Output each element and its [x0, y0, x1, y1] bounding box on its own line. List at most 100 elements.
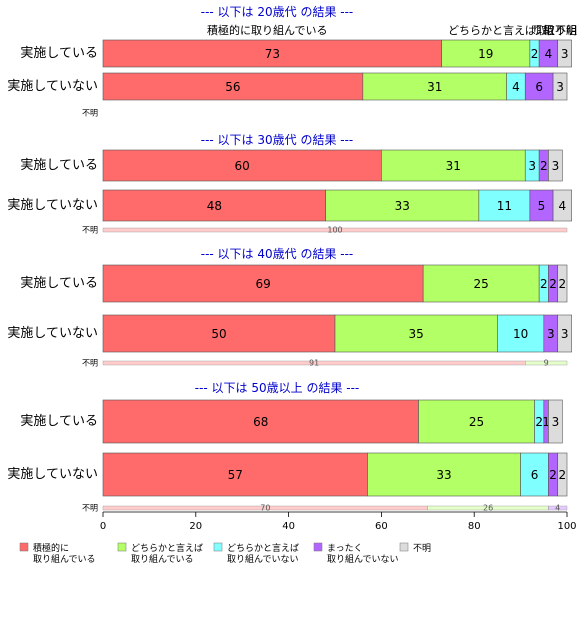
data-label: 33 — [436, 468, 451, 482]
data-label: 3 — [561, 327, 569, 341]
data-label: 19 — [478, 47, 493, 61]
unknown-data-label: 91 — [309, 359, 319, 368]
data-label: 6 — [535, 80, 543, 94]
unknown-data-label: 100 — [327, 226, 342, 235]
bar-segment — [418, 399, 535, 444]
data-label: 50 — [211, 327, 226, 341]
bar-segment — [334, 314, 498, 353]
legend-swatch — [399, 542, 409, 552]
unknown-data-label: 26 — [483, 504, 493, 513]
legend-label: 積極的に — [33, 542, 69, 554]
data-label: 68 — [253, 415, 268, 429]
bar-segment — [557, 39, 572, 68]
data-label: 2 — [559, 468, 567, 482]
data-label: 10 — [513, 327, 528, 341]
bar-segment — [102, 72, 364, 101]
row-label: 実施していない — [7, 466, 98, 482]
section-title: --- 以下は 30歳代 の結果 --- — [201, 133, 354, 147]
unknown-bar-segment — [525, 360, 568, 366]
data-label: 3 — [556, 80, 564, 94]
row-label: 実施していない — [7, 78, 98, 94]
bar-segment — [552, 189, 572, 222]
bar-segment — [497, 314, 545, 353]
data-label: 57 — [228, 468, 243, 482]
bar-segment — [478, 189, 531, 222]
section-title: --- 以下は 40歳代 の結果 --- — [201, 247, 354, 261]
data-label: 25 — [469, 415, 484, 429]
bar-segment — [557, 264, 568, 303]
bar-segment — [102, 189, 327, 222]
top-category-label: 不明 — [555, 24, 577, 37]
data-label: 31 — [446, 159, 461, 173]
legend-swatch — [117, 542, 127, 552]
legend-label: 不明 — [413, 543, 431, 554]
bar-segment — [552, 72, 568, 101]
top-category-label: 積極的に取り組んでいる — [207, 23, 327, 37]
row-label: 実施していない — [7, 325, 98, 341]
legend-label: 取り組んでいる — [33, 553, 96, 565]
top-category-label: どちらかと言えば取 — [448, 24, 547, 37]
legend-swatch — [213, 542, 223, 552]
data-label: 2 — [559, 277, 567, 291]
bar-segment — [367, 452, 521, 497]
legend-label: 取り組んでいない — [227, 553, 299, 565]
bar-segment — [441, 39, 531, 68]
legend-label: どちらかと言えば — [227, 542, 299, 554]
x-tick-label: 0 — [100, 521, 106, 532]
data-label: 3 — [561, 47, 569, 61]
row-label: 実施している — [20, 275, 98, 291]
data-label: 4 — [545, 47, 553, 61]
unknown-row-label: 不明 — [82, 109, 98, 118]
top-category-label: 取り組 — [544, 24, 577, 37]
x-tick-label: 100 — [557, 521, 576, 532]
data-label: 2 — [540, 277, 548, 291]
legend-swatch — [19, 542, 29, 552]
data-label: 3 — [552, 159, 560, 173]
row-label: 実施している — [20, 413, 98, 429]
legend-swatch — [313, 542, 323, 552]
data-label: 2 — [540, 159, 548, 173]
bar-segment — [102, 39, 443, 68]
legend-label: 取り組んでいない — [327, 553, 399, 565]
bar-segment — [362, 72, 507, 101]
data-label: 60 — [235, 159, 250, 173]
row-label: 実施している — [20, 157, 98, 173]
data-label: 2 — [549, 468, 557, 482]
row-label: 実施している — [20, 45, 98, 61]
data-label: 1 — [542, 415, 550, 429]
data-label: 2 — [531, 47, 539, 61]
bar-segment — [557, 452, 568, 497]
data-label: 2 — [535, 415, 543, 429]
x-tick-label: 20 — [189, 521, 202, 532]
bar-segment — [557, 314, 572, 353]
bar-segment — [381, 149, 526, 182]
row-label: 実施していない — [7, 197, 98, 213]
bar-segment — [524, 72, 554, 101]
legend-label: どちらかと言えば — [131, 542, 203, 554]
x-tick-label: 40 — [282, 521, 295, 532]
x-tick-label: 80 — [468, 521, 481, 532]
top-category-label: り組 — [532, 24, 554, 37]
x-tick-label: 60 — [375, 521, 388, 532]
bar-segment — [102, 264, 424, 303]
data-label: 11 — [497, 199, 512, 213]
data-label: 4 — [512, 80, 520, 94]
unknown-row-label: 不明 — [82, 504, 98, 513]
data-label: 3 — [528, 159, 536, 173]
legend-label: まったく — [327, 543, 363, 554]
data-label: 56 — [225, 80, 240, 94]
legend-label: 取り組んでいる — [131, 553, 194, 565]
bar-segment — [325, 189, 480, 222]
bar-segment — [102, 452, 368, 497]
bar-segment — [102, 314, 336, 353]
data-label: 73 — [265, 47, 280, 61]
bar-segment — [422, 264, 540, 303]
unknown-bar-segment — [102, 227, 568, 233]
bar-segment — [520, 452, 549, 497]
data-label: 2 — [549, 277, 557, 291]
section-title: --- 以下は 20歳代 の結果 --- — [201, 5, 354, 19]
data-label: 33 — [395, 199, 410, 213]
data-label: 35 — [409, 327, 424, 341]
section-title: --- 以下は 50歳以上 の結果 --- — [195, 381, 360, 395]
unknown-data-label: 70 — [260, 504, 270, 513]
